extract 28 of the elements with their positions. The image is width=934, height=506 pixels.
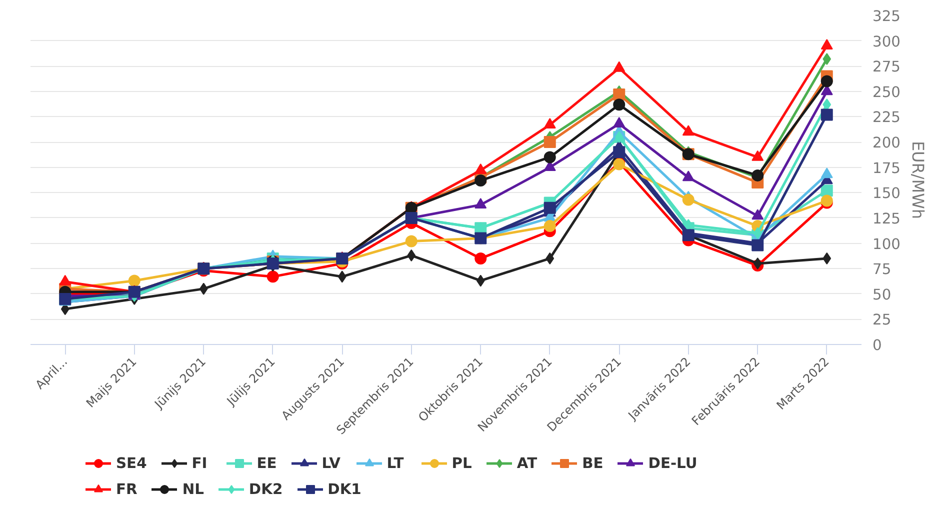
legend-label: PL (452, 454, 472, 472)
legend-label: FR (116, 480, 138, 498)
legend-label: LT (386, 454, 405, 472)
y-tick-label: 125 (872, 210, 900, 228)
legend-label: BE (582, 454, 604, 472)
y-tick-label: 25 (872, 312, 892, 329)
legend-label: SE4 (116, 454, 147, 472)
y-tick-label: 175 (872, 160, 900, 177)
y-tick-label: 50 (872, 286, 892, 304)
y-tick-label: 250 (872, 84, 900, 101)
y-tick-label: 300 (872, 33, 900, 50)
y-tick-label: 225 (872, 109, 900, 126)
y-tick-label: 100 (872, 236, 900, 253)
y-tick-label: 0 (872, 337, 882, 354)
legend-label: AT (516, 454, 538, 472)
y-tick-label: 150 (872, 185, 900, 202)
legend-label: NL (182, 480, 204, 498)
y-tick-label: 325 (872, 8, 900, 25)
legend-label: DK2 (248, 480, 283, 498)
legend-label: DE-LU (648, 454, 698, 472)
y-tick-label: 200 (872, 134, 900, 152)
y-tick-label: 75 (872, 261, 892, 278)
legend-label: DK1 (328, 480, 362, 498)
y-tick-label: 275 (872, 58, 900, 76)
legend-label: EE (256, 454, 277, 472)
y-axis-title: EUR/MWh (908, 140, 928, 220)
legend-label: LV (322, 454, 342, 472)
legend-label: FI (192, 454, 208, 472)
